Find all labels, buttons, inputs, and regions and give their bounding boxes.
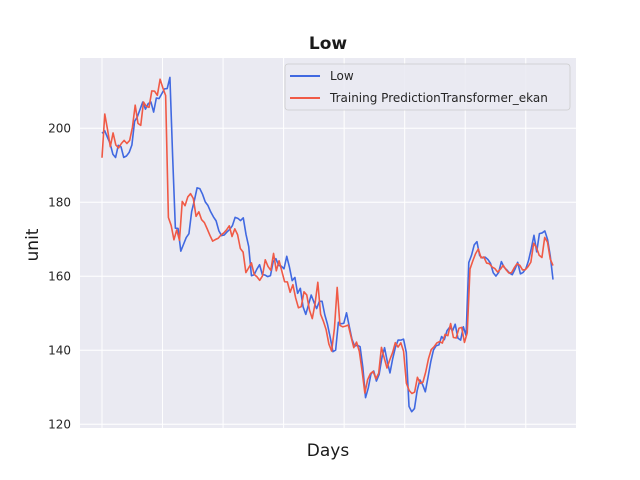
y-tick-labels: 120 140 160 180 200 (48, 121, 71, 431)
y-tick-label: 140 (48, 343, 71, 357)
series-line-low (101, 76, 554, 413)
legend-box (284, 63, 571, 111)
chart-title: Low (309, 34, 348, 54)
y-tick-label: 160 (48, 269, 71, 283)
series-line-prediction (101, 78, 554, 395)
legend-entry-low: Low (330, 69, 354, 83)
legend: Low Training PredictionTransformer_ekan (284, 63, 571, 111)
y-tick-label: 200 (48, 121, 71, 135)
y-axis-label: unit (23, 228, 43, 261)
y-tick-label: 180 (48, 195, 71, 209)
y-tick-label: 120 (48, 417, 71, 431)
series-lines (101, 76, 554, 413)
plot-area (80, 58, 576, 428)
x-axis-label: Days (307, 441, 350, 461)
grid-lines (80, 58, 576, 428)
legend-entry-prediction: Training PredictionTransformer_ekan (329, 91, 548, 105)
